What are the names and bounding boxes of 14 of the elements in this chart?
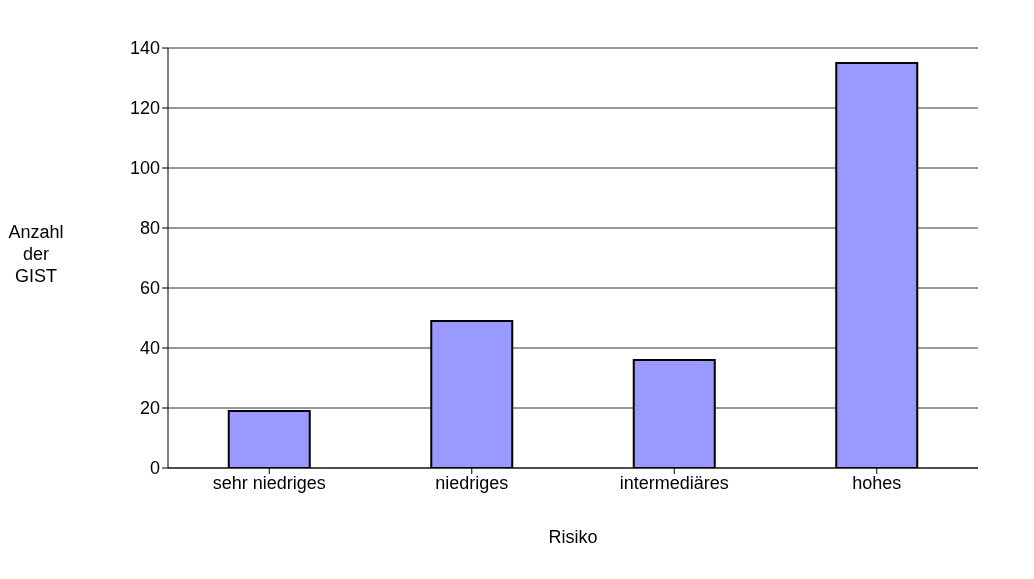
x-axis-title: Risiko — [548, 527, 598, 547]
y-axis-title: Anzahl der GIST — [8, 222, 64, 286]
x-tick-label: sehr niedriges — [212, 472, 326, 493]
x-tick-label: niedriges — [435, 472, 509, 493]
y-tick-label: 0 — [149, 458, 160, 479]
x-tick-label: intermediäres — [619, 472, 729, 493]
y-tick-label: 120 — [129, 98, 160, 119]
y-tick-label: 60 — [139, 278, 160, 299]
y-tick-label: 140 — [129, 38, 160, 59]
x-tick-label: hohes — [852, 472, 902, 493]
y-tick-label: 100 — [129, 158, 160, 179]
y-tick-label: 80 — [139, 218, 160, 239]
y-tick-label: 20 — [139, 398, 160, 419]
y-tick-label: 40 — [139, 338, 160, 359]
